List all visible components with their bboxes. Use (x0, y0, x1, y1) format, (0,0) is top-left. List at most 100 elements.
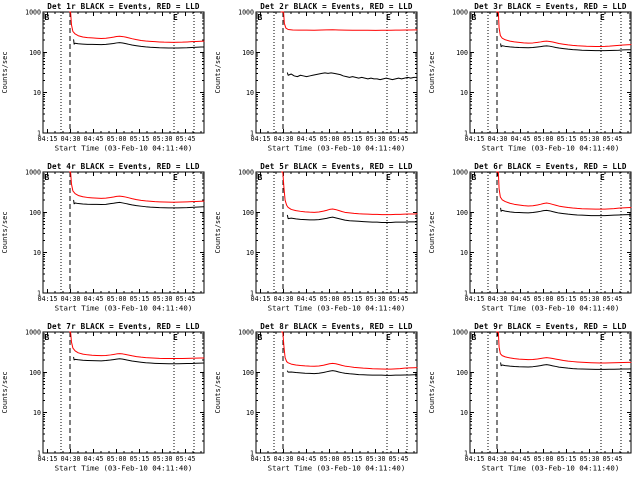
rate-plot-det-2r: Det 2r BLACK = Events, RED = LLD Counts/s… (214, 2, 418, 153)
y-tick-label: 100 (456, 369, 468, 377)
y-axis-label: Counts/sec (428, 51, 436, 93)
x-tick-label: 05:00 (320, 295, 340, 303)
y-tick-label: 1 (37, 449, 41, 457)
x-tick-label: 04:45 (84, 295, 104, 303)
x-axis-label: Start Time (03-Feb-10 04:11:40) (481, 303, 619, 312)
x-tick-label: 05:30 (579, 135, 599, 143)
x-axis-label: Start Time (03-Feb-10 04:11:40) (481, 463, 619, 472)
lld-series (280, 11, 418, 31)
axis-frame (42, 11, 205, 134)
x-tick-label: 04:45 (297, 135, 317, 143)
y-axis-label: Counts/sec (1, 371, 9, 413)
panel-title: Det 4r BLACK = Events, RED = LLD (47, 162, 200, 171)
y-axis-label: Counts/sec (214, 51, 222, 93)
y-tick-label: 1000 (238, 329, 254, 337)
x-tick-label: 05:30 (153, 455, 173, 463)
x-tick-label: 05:45 (389, 135, 409, 143)
x-tick-label: 04:30 (274, 455, 294, 463)
y-tick-label: 1 (250, 289, 254, 297)
axis-frame (469, 171, 632, 294)
flag-letter-B: B (45, 173, 50, 182)
x-tick-label: 04:15 (38, 455, 58, 463)
panel-title: Det 9r BLACK = Events, RED = LLD (474, 322, 627, 331)
x-tick-label: 05:00 (533, 135, 553, 143)
flag-letter-E: E (173, 13, 178, 22)
y-tick-label: 10 (33, 409, 41, 417)
y-tick-label: 10 (246, 89, 254, 97)
axis-ticks (256, 331, 418, 454)
x-tick-label: 04:15 (251, 295, 271, 303)
y-tick-label: 10 (460, 89, 468, 97)
y-tick-label: 1 (37, 289, 41, 297)
panel-title: Det 5r BLACK = Events, RED = LLD (261, 162, 414, 171)
y-tick-label: 100 (242, 369, 254, 377)
lld-series (495, 11, 632, 47)
x-tick-label: 05:30 (366, 135, 386, 143)
y-tick-label: 100 (29, 209, 41, 217)
rate-plot-det-8r: Det 8r BLACK = Events, RED = LLD Counts/s… (214, 322, 418, 473)
events-series (73, 356, 205, 365)
y-tick-label: 1 (464, 289, 468, 297)
panel-title: Det 1r BLACK = Events, RED = LLD (47, 2, 200, 11)
x-tick-label: 04:45 (297, 455, 317, 463)
x-tick-label: 05:15 (343, 135, 363, 143)
lld-series (69, 171, 205, 203)
x-tick-label: 05:30 (153, 135, 173, 143)
axis-ticks (469, 11, 631, 134)
lld-series (69, 331, 205, 360)
rate-plot-det-3r: Det 3r BLACK = Events, RED = LLD Counts/s… (428, 2, 632, 153)
panel-title: Det 7r BLACK = Events, RED = LLD (47, 322, 200, 331)
y-axis-label: Counts/sec (428, 211, 436, 253)
y-tick-label: 100 (242, 209, 254, 217)
rate-plot-det-5r: Det 5r BLACK = Events, RED = LLD Counts/s… (214, 162, 418, 313)
y-tick-label: 100 (29, 369, 41, 377)
y-axis-label: Counts/sec (1, 211, 9, 253)
flag-letter-E: E (386, 173, 391, 182)
axis-ticks (469, 171, 631, 294)
y-tick-label: 1000 (25, 8, 41, 16)
axis-frame (255, 331, 418, 454)
lld-series (69, 11, 205, 43)
y-tick-label: 1 (37, 129, 41, 137)
y-tick-label: 1 (464, 129, 468, 137)
axis-ticks (42, 171, 204, 294)
y-tick-label: 10 (246, 249, 254, 257)
x-tick-label: 05:00 (320, 455, 340, 463)
y-tick-label: 1000 (452, 168, 468, 176)
x-tick-label: 04:15 (38, 295, 58, 303)
panel-title: Det 2r BLACK = Events, RED = LLD (261, 2, 414, 11)
x-tick-label: 05:30 (366, 295, 386, 303)
axis-frame (469, 331, 632, 454)
y-axis-label: Counts/sec (428, 371, 436, 413)
flag-letter-B: B (471, 333, 476, 342)
x-axis-label: Start Time (03-Feb-10 04:11:40) (268, 463, 406, 472)
axis-frame (469, 11, 632, 134)
x-tick-label: 04:45 (84, 135, 104, 143)
lld-series (495, 171, 632, 210)
x-tick-label: 04:15 (38, 135, 58, 143)
x-tick-label: 05:00 (107, 455, 127, 463)
y-axis-label: Counts/sec (214, 211, 222, 253)
lld-series (495, 331, 632, 364)
axis-frame (255, 171, 418, 294)
x-tick-label: 05:45 (176, 455, 196, 463)
x-tick-label: 05:15 (343, 455, 363, 463)
x-tick-label: 05:00 (533, 295, 553, 303)
x-tick-label: 05:00 (533, 455, 553, 463)
flag-letter-E: E (600, 173, 605, 182)
x-tick-label: 05:45 (389, 455, 409, 463)
x-tick-label: 05:15 (556, 455, 576, 463)
y-axis-label: Counts/sec (1, 51, 9, 93)
flag-letter-E: E (600, 13, 605, 22)
x-tick-label: 05:15 (130, 455, 150, 463)
x-tick-label: 05:45 (602, 295, 622, 303)
flag-letter-B: B (45, 13, 50, 22)
x-tick-label: 04:30 (274, 135, 294, 143)
rate-plot-det-7r: Det 7r BLACK = Events, RED = LLD Counts/s… (1, 322, 205, 473)
x-tick-label: 04:45 (84, 455, 104, 463)
flag-letter-B: B (45, 333, 50, 342)
events-series (287, 72, 418, 81)
x-tick-label: 05:45 (602, 455, 622, 463)
y-tick-label: 1000 (238, 168, 254, 176)
